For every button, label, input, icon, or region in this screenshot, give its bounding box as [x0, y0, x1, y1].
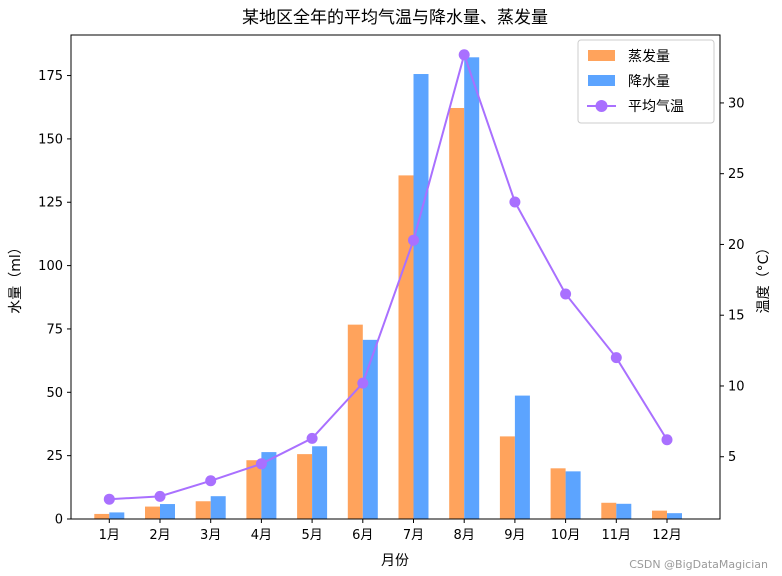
x-tick-label: 9月: [504, 528, 525, 543]
bar: [362, 339, 378, 519]
y-tick-label-left: 125: [38, 196, 63, 211]
bar: [312, 446, 328, 519]
y-tick-label-right: 30: [728, 96, 745, 111]
x-tick-label: 2月: [149, 528, 170, 543]
legend-marker-temperature: [595, 100, 608, 112]
temperature-point: [509, 196, 521, 208]
temperature-point: [154, 490, 166, 502]
temperature-point: [458, 49, 470, 61]
temperature-point: [560, 288, 572, 300]
temperature-point: [661, 434, 673, 446]
x-tick-label: 5月: [301, 528, 322, 543]
temperature-point: [408, 234, 419, 246]
bar: [145, 506, 160, 519]
y-tick-label-right: 5: [728, 450, 736, 465]
legend-label-precipitation: 降水量: [628, 74, 670, 90]
x-tick-label: 8月: [454, 528, 475, 543]
bar: [550, 468, 566, 519]
watermark: CSDN @BigDataMagician: [629, 558, 768, 571]
temperature-point: [255, 458, 267, 470]
y-tick-label-right: 10: [728, 379, 745, 394]
bar: [464, 57, 480, 520]
bar: [499, 436, 515, 519]
bar: [94, 513, 110, 519]
y-axis-right: 5 10 15 20 25 30: [720, 96, 745, 465]
bar: [413, 74, 429, 520]
bar-series-evaporation: [94, 107, 667, 519]
y-tick-label-left: 50: [46, 386, 63, 401]
legend: 蒸发量 降水量 平均气温: [577, 39, 715, 124]
bar: [398, 175, 414, 519]
y-tick-label-left: 25: [46, 449, 63, 464]
temperature-point: [205, 475, 217, 487]
x-tick-label: 1月: [99, 528, 120, 543]
y-axis-left-label: 水量（ml）: [8, 240, 24, 314]
y-tick-label-left: 175: [38, 69, 63, 84]
x-tick-label: 10月: [551, 528, 581, 543]
x-tick-label: 12月: [652, 528, 682, 543]
bar: [261, 452, 277, 519]
y-tick-label-right: 15: [728, 309, 745, 324]
y-tick-label-right: 20: [728, 238, 745, 253]
x-axis-label: 月份: [381, 553, 409, 569]
bar: [210, 496, 226, 519]
bar: [347, 324, 363, 519]
x-tick-label: 6月: [352, 528, 373, 543]
legend-label-evaporation: 蒸发量: [628, 49, 670, 65]
bar: [616, 503, 632, 519]
bar: [667, 513, 682, 519]
y-tick-label-left: 0: [55, 513, 63, 528]
bars-group: [94, 57, 682, 520]
chart-title: 某地区全年的平均气温与降水量、蒸发量: [242, 8, 548, 28]
bar: [160, 504, 175, 519]
x-tick-label: 3月: [200, 528, 221, 543]
bar-series-precipitation: [109, 57, 682, 520]
temperature-point: [357, 377, 369, 389]
x-tick-label: 7月: [403, 528, 424, 543]
bar: [601, 502, 617, 519]
y-axis-left: 0 25 50 75 100 125 150 175: [38, 69, 71, 528]
bar: [246, 460, 262, 519]
legend-label-temperature: 平均气温: [628, 99, 684, 115]
bar: [109, 512, 125, 519]
y-tick-label-left: 100: [38, 259, 63, 274]
temperature-point: [306, 432, 318, 444]
bar: [652, 510, 667, 519]
y-tick-label-left: 150: [38, 132, 63, 147]
temperature-point: [610, 352, 622, 364]
x-tick-label: 4月: [251, 528, 272, 543]
bar: [297, 454, 313, 519]
bar: [449, 107, 465, 519]
axes-frame: [70, 34, 721, 520]
temperature-point: [103, 493, 115, 505]
y-tick-label-left: 75: [46, 322, 63, 337]
legend-swatch-precipitation: [588, 75, 615, 86]
bar: [514, 395, 530, 519]
temperature-line: [109, 51, 668, 501]
x-axis: 1月 2月 3月 4月 5月 6月 7月 8月 9月 10月 11月 12月: [99, 519, 682, 543]
bar: [195, 501, 211, 519]
bar: [565, 471, 581, 519]
legend-swatch-evaporation: [588, 50, 615, 61]
y-axis-right-label: 温度（°C）: [756, 241, 772, 314]
x-tick-label: 11月: [602, 528, 632, 543]
temperature-line-group: [103, 49, 673, 505]
y-tick-label-right: 25: [728, 167, 745, 182]
